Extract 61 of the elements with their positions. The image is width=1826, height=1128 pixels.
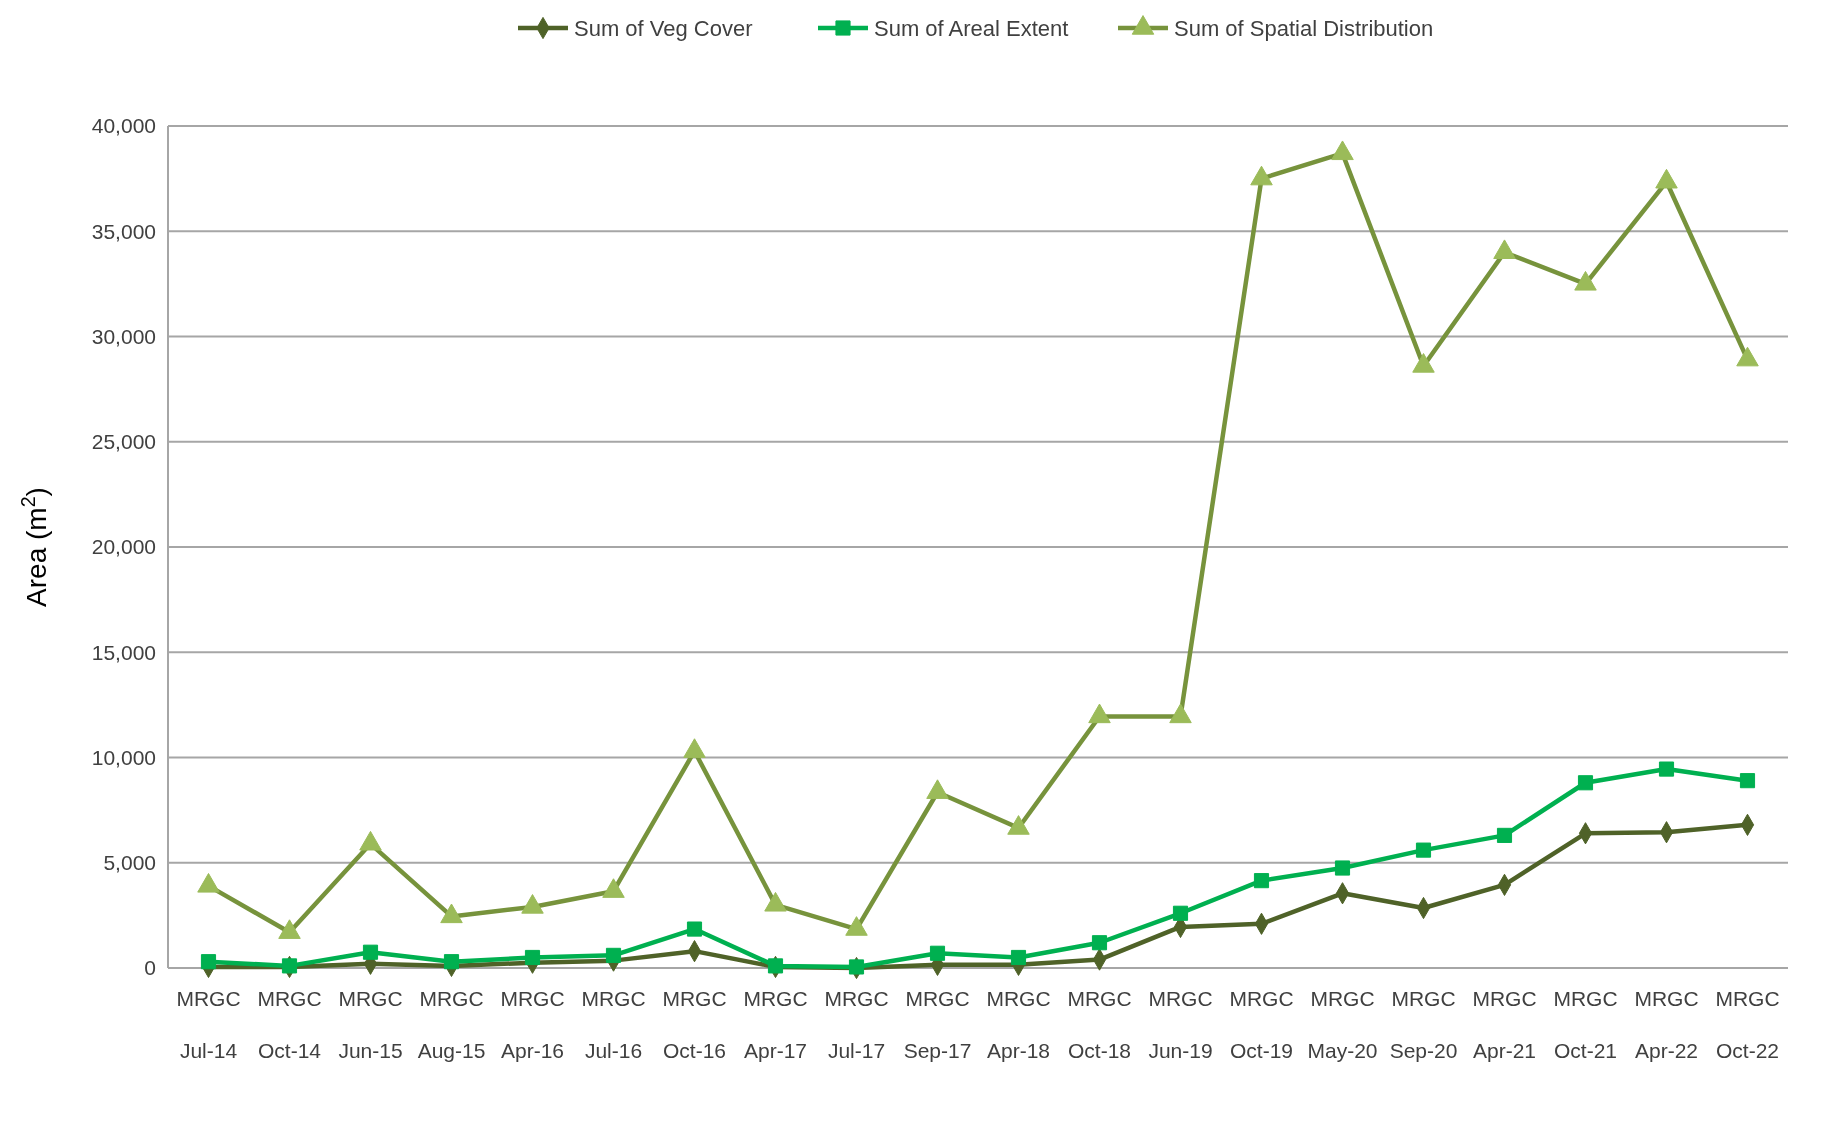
y-tick-label: 30,000 <box>91 324 156 348</box>
point <box>1334 860 1351 876</box>
y-tick-label: 25,000 <box>91 430 156 454</box>
point <box>524 949 541 966</box>
point <box>686 921 703 937</box>
category-label: MRGC Oct-19 <box>1229 987 1294 1062</box>
point <box>1736 346 1759 367</box>
category-label: MRGC Sep-20 <box>1389 987 1458 1062</box>
point <box>1331 140 1354 161</box>
category-label: MRGC Sep-17 <box>903 987 972 1062</box>
y-tick-label: 35,000 <box>91 219 156 243</box>
category-label: MRGC Jul-16 <box>581 987 646 1062</box>
legend-label: Sum of Areal Extent <box>874 15 1069 41</box>
point <box>1088 703 1111 724</box>
point <box>1415 842 1432 858</box>
category-label: MRGC Oct-16 <box>662 987 727 1062</box>
category-label: MRGC Aug-15 <box>417 987 486 1062</box>
point <box>1496 827 1513 843</box>
category-label: MRGC Jun-15 <box>338 987 403 1062</box>
point <box>1250 165 1273 186</box>
category-label: MRGC Apr-18 <box>986 987 1051 1062</box>
point <box>1577 775 1594 791</box>
category-label: MRGC Oct-18 <box>1067 987 1132 1062</box>
category-label: MRGC Oct-21 <box>1553 987 1618 1062</box>
point <box>605 947 622 963</box>
point <box>929 945 946 961</box>
point <box>443 954 460 970</box>
y-tick-label: 5,000 <box>103 851 156 875</box>
y-tick-label: 0 <box>144 956 156 980</box>
category-label: MRGC Apr-21 <box>1472 987 1537 1062</box>
point <box>1091 935 1108 951</box>
legend-label: Sum of Spatial Distribution <box>1174 15 1434 41</box>
point <box>1739 773 1756 789</box>
y-tick-label: 20,000 <box>91 535 156 559</box>
category-label: MRGC Jul-14 <box>176 987 241 1062</box>
category-label: MRGC Jul-17 <box>824 987 889 1062</box>
point <box>848 959 865 975</box>
category-label: MRGC Jun-19 <box>1148 987 1213 1062</box>
category-label: MRGC Oct-22 <box>1715 987 1780 1062</box>
y-tick-label: 15,000 <box>91 640 156 664</box>
category-label: MRGC Apr-16 <box>500 987 565 1062</box>
point <box>1574 270 1597 291</box>
point <box>1253 873 1270 889</box>
point <box>200 954 217 970</box>
point <box>767 958 784 974</box>
point <box>1655 168 1678 189</box>
point <box>1493 239 1516 259</box>
point <box>362 944 379 960</box>
point <box>1172 905 1189 921</box>
category-label: MRGC Apr-22 <box>1634 987 1699 1062</box>
y-tick-label: 10,000 <box>91 745 156 769</box>
point <box>1412 353 1435 373</box>
category-label: MRGC Apr-17 <box>743 987 808 1062</box>
category-label: MRGC May-20 <box>1307 987 1378 1062</box>
point <box>1169 703 1192 724</box>
point <box>1658 761 1675 777</box>
point <box>1010 949 1027 966</box>
point <box>281 958 298 974</box>
y-tick-label: 40,000 <box>91 114 156 138</box>
category-label: MRGC Oct-14 <box>257 987 322 1062</box>
legend-label: Sum of Veg Cover <box>574 15 753 41</box>
